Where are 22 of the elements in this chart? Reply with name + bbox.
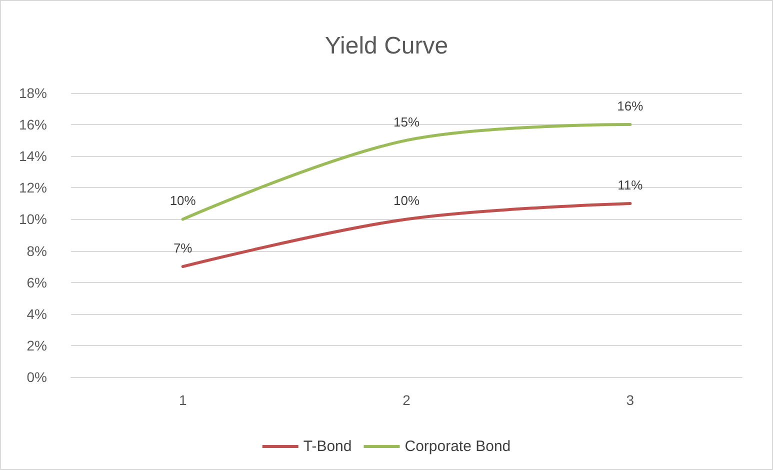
y-tick-label: 8%	[26, 242, 47, 259]
y-tick-label: 10%	[18, 211, 47, 228]
data-label: 15%	[393, 114, 420, 130]
y-tick-label: 6%	[26, 274, 47, 290]
y-tick-label: 16%	[18, 116, 47, 133]
legend-label: T-Bond	[303, 438, 352, 455]
y-tick-label: 12%	[18, 180, 47, 196]
y-tick-label: 14%	[18, 148, 47, 164]
legend-label: Corporate Bond	[404, 438, 511, 455]
y-tick-label: 18%	[18, 85, 47, 101]
data-label: 11%	[618, 177, 644, 192]
x-tick-label: 2	[402, 392, 411, 408]
y-tick-label: 2%	[26, 337, 47, 354]
data-label: 16%	[617, 98, 644, 114]
x-tick-label: 3	[626, 392, 634, 408]
y-tick-label: 4%	[26, 306, 47, 322]
data-label: 7%	[173, 240, 193, 256]
y-tick-label: 0%	[26, 369, 47, 385]
x-tick-label: 1	[178, 392, 187, 408]
chart-title: Yield Curve	[324, 32, 448, 60]
data-label: 10%	[393, 193, 420, 208]
data-label: 10%	[170, 193, 196, 208]
